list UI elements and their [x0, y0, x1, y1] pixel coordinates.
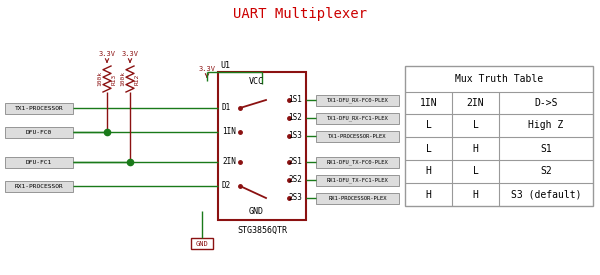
Text: D->S: D->S [534, 98, 558, 108]
Text: 1S2: 1S2 [288, 114, 302, 122]
Text: 2S3: 2S3 [288, 194, 302, 202]
Text: 2IN: 2IN [222, 158, 236, 166]
Text: 2S1: 2S1 [288, 158, 302, 166]
Bar [405, 66, 593, 206]
Text: TX1-DFU_RX-FC1-PLEX: TX1-DFU_RX-FC1-PLEX [326, 115, 388, 121]
Text: High Z: High Z [529, 120, 563, 131]
Text: GND: GND [249, 207, 264, 216]
Text: L: L [473, 120, 478, 131]
Text: 1S1: 1S1 [288, 95, 302, 104]
Bar [5, 180, 73, 191]
Text: TX1-PROCESSOR-PLEX: TX1-PROCESSOR-PLEX [328, 133, 387, 139]
Text: DFU-FC1: DFU-FC1 [26, 160, 52, 164]
Text: R12: R12 [134, 73, 139, 85]
Text: L: L [473, 166, 478, 177]
Text: 2S2: 2S2 [288, 175, 302, 185]
Text: DFU-FC0: DFU-FC0 [26, 130, 52, 134]
Text: L: L [425, 144, 431, 153]
Text: S2: S2 [540, 166, 552, 177]
Text: RX1-DFU_TX-FC0-PLEX: RX1-DFU_TX-FC0-PLEX [326, 159, 388, 165]
Text: H: H [473, 189, 478, 199]
Text: L: L [425, 120, 431, 131]
Text: S3 (default): S3 (default) [511, 189, 581, 199]
Text: 3.3V: 3.3V [121, 51, 139, 57]
Text: STG3856QTR: STG3856QTR [237, 226, 287, 235]
Bar [5, 156, 73, 167]
Text: GND: GND [196, 241, 208, 246]
Text: U1: U1 [220, 62, 230, 70]
Bar [316, 175, 399, 186]
Text: H: H [425, 189, 431, 199]
Text: 2IN: 2IN [467, 98, 484, 108]
Text: TX1-PROCESSOR: TX1-PROCESSOR [14, 106, 64, 111]
Text: VCC: VCC [249, 78, 264, 87]
Bar [5, 103, 73, 114]
Text: RX1-PROCESSOR: RX1-PROCESSOR [14, 183, 64, 188]
Text: TX1-DFU_RX-FC0-PLEX: TX1-DFU_RX-FC0-PLEX [326, 97, 388, 103]
Bar [316, 95, 399, 106]
Text: RX1-PROCESSOR-PLEX: RX1-PROCESSOR-PLEX [328, 196, 387, 200]
Text: D1: D1 [222, 103, 231, 112]
Bar [218, 72, 306, 220]
Bar [316, 131, 399, 142]
Text: H: H [473, 144, 478, 153]
Bar [316, 192, 399, 204]
Bar [316, 112, 399, 123]
Text: RX1-DFU_TX-FC1-PLEX: RX1-DFU_TX-FC1-PLEX [326, 177, 388, 183]
Text: 3.3V: 3.3V [199, 66, 215, 72]
Text: 100k: 100k [97, 72, 103, 87]
Bar [191, 238, 213, 249]
Bar [316, 156, 399, 167]
Text: H: H [425, 166, 431, 177]
Text: 1S3: 1S3 [288, 131, 302, 141]
Bar [5, 126, 73, 138]
Text: 100k: 100k [121, 72, 125, 87]
Text: 3.3V: 3.3V [98, 51, 115, 57]
Text: D2: D2 [222, 182, 231, 191]
Text: 1IN: 1IN [419, 98, 437, 108]
Text: UART Multiplexer: UART Multiplexer [233, 7, 367, 21]
Text: Mux Truth Table: Mux Truth Table [455, 74, 543, 84]
Text: S1: S1 [540, 144, 552, 153]
Text: 1IN: 1IN [222, 128, 236, 136]
Text: R13: R13 [112, 73, 116, 85]
